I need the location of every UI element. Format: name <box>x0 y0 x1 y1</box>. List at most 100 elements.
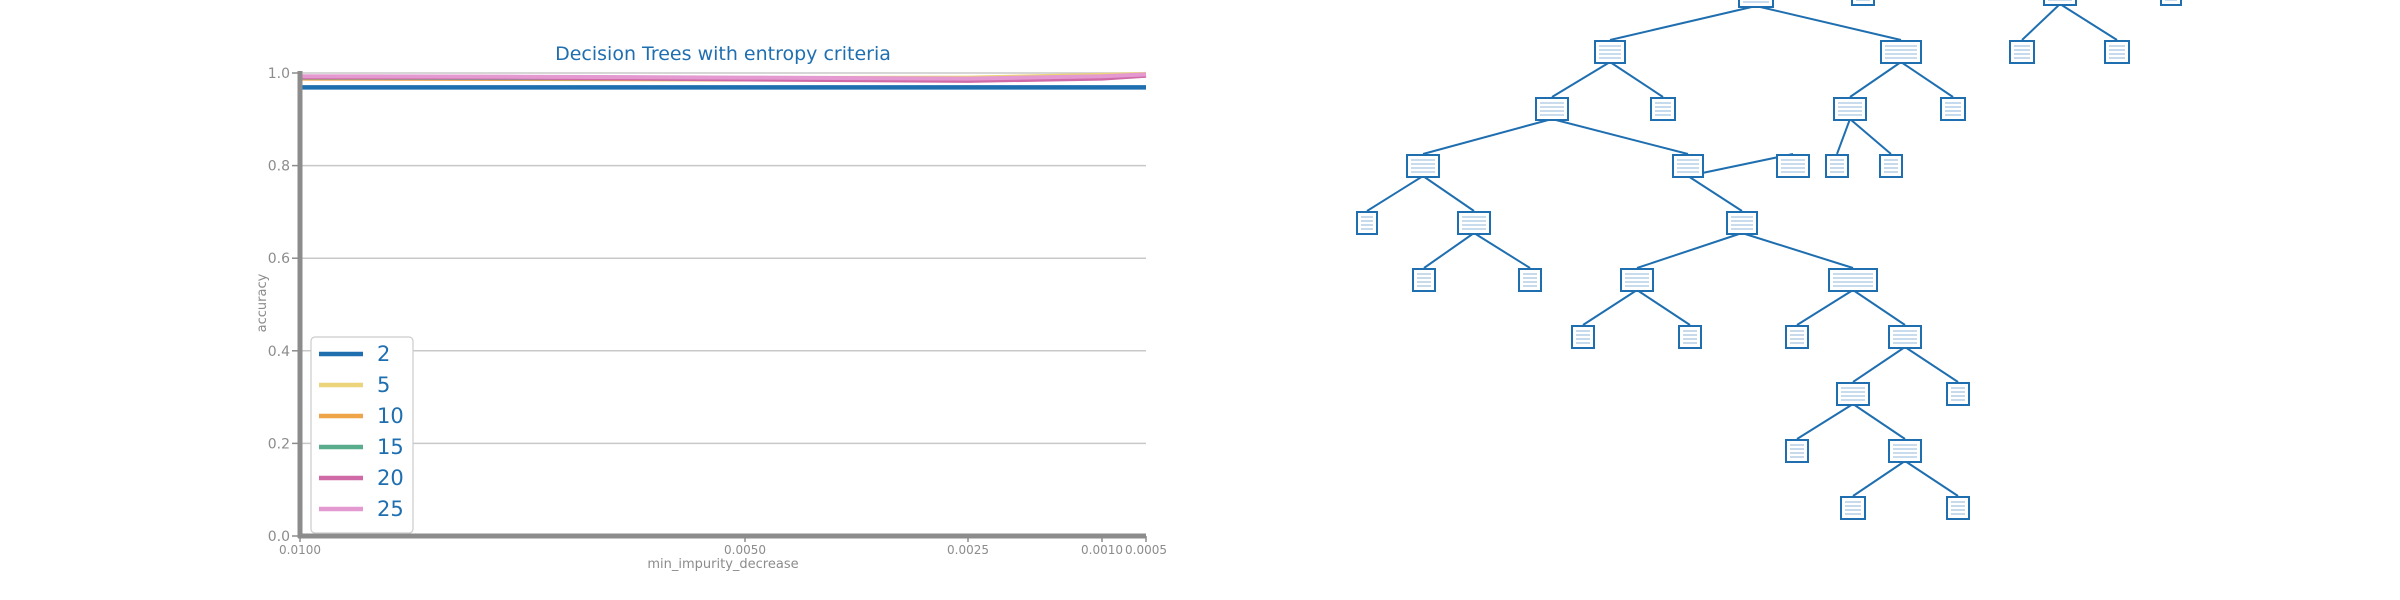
tree-node-box <box>1726 211 1758 235</box>
tree-node-box <box>1672 154 1704 178</box>
x-tick-label: 0.0005 <box>1125 543 1167 557</box>
tree-edge <box>1582 289 1638 326</box>
tree-node <box>1535 97 1569 121</box>
tree-node-box <box>1412 268 1436 292</box>
tree-node-box <box>1406 154 1440 178</box>
tree-node <box>1946 496 1970 520</box>
x-tick-label: 0.0050 <box>724 543 766 557</box>
tree-edge <box>2059 3 2118 41</box>
tree-node-box <box>1594 40 1626 64</box>
tree-node-box <box>1946 496 1970 520</box>
tree-node-box <box>1785 325 1809 349</box>
tree-edge <box>1636 289 1691 326</box>
tree-edge <box>2021 3 2061 41</box>
tree-edge <box>1796 289 1854 326</box>
tree-node <box>1851 0 1875 6</box>
y-tick-label: 0.2 <box>268 436 290 452</box>
tree-node-box <box>1840 496 1866 520</box>
tree-node-box <box>2104 40 2130 64</box>
tree-edge <box>1836 118 1851 155</box>
series-lines <box>299 71 1147 90</box>
tree-edge <box>1741 232 1854 269</box>
tree-node-box <box>1620 268 1654 292</box>
tree-node <box>1840 496 1866 520</box>
tree-node-box <box>1776 154 1810 178</box>
legend-label-5: 5 <box>377 373 390 397</box>
tree-edge <box>1796 403 1854 440</box>
tree-node <box>2104 40 2130 64</box>
tree-node-box <box>1518 268 1542 292</box>
line-chart: 0.0 0.2 0.4 0.6 0.8 1.0 0.0100 0.0050 0.0025 0.00… <box>255 43 1167 572</box>
tree-node <box>1828 268 1878 292</box>
y-tick-label: 0.6 <box>268 251 290 267</box>
tick-labels: 0.0 0.2 0.4 0.6 0.8 1.0 0.0100 0.0050 0.0025 0.00… <box>268 66 1167 557</box>
tree-node <box>1785 439 1809 463</box>
tree-node-box <box>1880 40 1922 64</box>
tree-node <box>1672 154 1704 178</box>
tree-node <box>1518 268 1542 292</box>
tree-edge <box>1422 118 1553 155</box>
tree-edge <box>1366 175 1424 212</box>
tree-edge <box>1609 5 1757 41</box>
legend-label-2: 2 <box>377 342 390 366</box>
tree-edge <box>1687 175 1743 212</box>
tree-node-box <box>1879 154 1903 178</box>
tree-edge <box>1849 61 1902 98</box>
y-tick-label: 0.8 <box>268 159 290 175</box>
tree-node-box <box>2160 0 2182 6</box>
tree-node-box <box>1946 382 1970 406</box>
tree-edge <box>1422 175 1475 212</box>
tree-edge <box>1852 289 1906 326</box>
tree-edge <box>1551 118 1689 155</box>
tree-node <box>2009 40 2035 64</box>
tree-node-box <box>1940 97 1966 121</box>
tree-node-box <box>1457 211 1491 235</box>
x-tick-label: 0.0010 <box>1081 543 1123 557</box>
tree-node <box>1880 40 1922 64</box>
tree-node-box <box>1825 154 1849 178</box>
tree-node <box>1726 211 1758 235</box>
tree-node-box <box>1851 0 1875 6</box>
tree-edge <box>1687 153 1794 177</box>
chart-title: Decision Trees with entropy criteria <box>555 43 891 65</box>
legend-label-25: 25 <box>377 497 404 521</box>
tree-node <box>1406 154 1440 178</box>
tree-node <box>1571 325 1595 349</box>
legend-label-15: 15 <box>377 435 404 459</box>
tree-edge <box>1904 346 1959 383</box>
axes <box>297 71 1146 539</box>
tree-node-box <box>1833 97 1867 121</box>
tree-edge <box>1609 61 1664 98</box>
x-tick-label: 0.0100 <box>279 543 321 557</box>
tree-node-box <box>1836 382 1870 406</box>
tree-edge <box>1900 61 1954 98</box>
tree-node <box>1776 154 1810 178</box>
tree-node-box <box>1650 97 1676 121</box>
tree-node <box>2160 0 2182 6</box>
tree-node-box <box>2009 40 2035 64</box>
tree-edge <box>1849 118 1892 155</box>
tree-node <box>1738 0 1774 8</box>
tree-node <box>1836 382 1870 406</box>
x-axis-label: min_impurity_decrease <box>647 557 798 572</box>
tree-node <box>1594 40 1626 64</box>
y-axis-label: accuracy <box>255 273 270 332</box>
tree-node <box>1356 211 1378 235</box>
tree-node <box>1879 154 1903 178</box>
x-tick-label: 0.0025 <box>947 543 989 557</box>
tree-node-box <box>1678 325 1702 349</box>
legend-label-10: 10 <box>377 404 404 428</box>
tree-node <box>1888 439 1922 463</box>
y-tick-label: 0.0 <box>268 529 290 545</box>
tree-node <box>1833 97 1867 121</box>
grid-lines <box>300 72 1146 445</box>
tree-node-box <box>1571 325 1595 349</box>
tree-node <box>1888 325 1922 349</box>
tree-node <box>2043 0 2077 6</box>
tree-edge <box>1852 460 1906 497</box>
tree-node-box <box>1738 0 1774 8</box>
decision-tree-diagram <box>1356 0 2182 520</box>
legend-label-20: 20 <box>377 466 404 490</box>
